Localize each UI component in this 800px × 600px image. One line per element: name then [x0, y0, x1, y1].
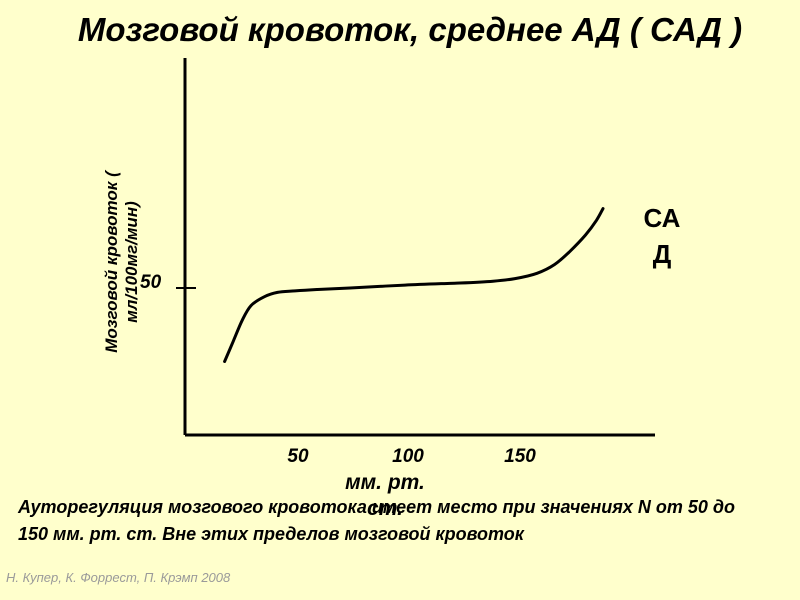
- caption-text: Ауторегуляция мозгового кровотока имеет …: [18, 497, 735, 544]
- chart-title: Мозговой кровоток, среднее АД ( САД ): [77, 11, 743, 48]
- x-tick-label: 150: [504, 446, 536, 467]
- y-axis-label: Мозговой кровоток ( мл/100мг/мин): [102, 171, 141, 353]
- series-line: [223, 207, 605, 363]
- x-tick-label: 50: [287, 446, 309, 467]
- x-tick-label: 100: [392, 446, 424, 467]
- y-tick-label: 50: [140, 272, 162, 293]
- source-credit: Н. Купер, К. Форрест, П. Крэмп 2008: [6, 570, 231, 585]
- x-axis-label: мм. рт. ст.: [345, 471, 425, 520]
- series-label: САД: [643, 203, 681, 269]
